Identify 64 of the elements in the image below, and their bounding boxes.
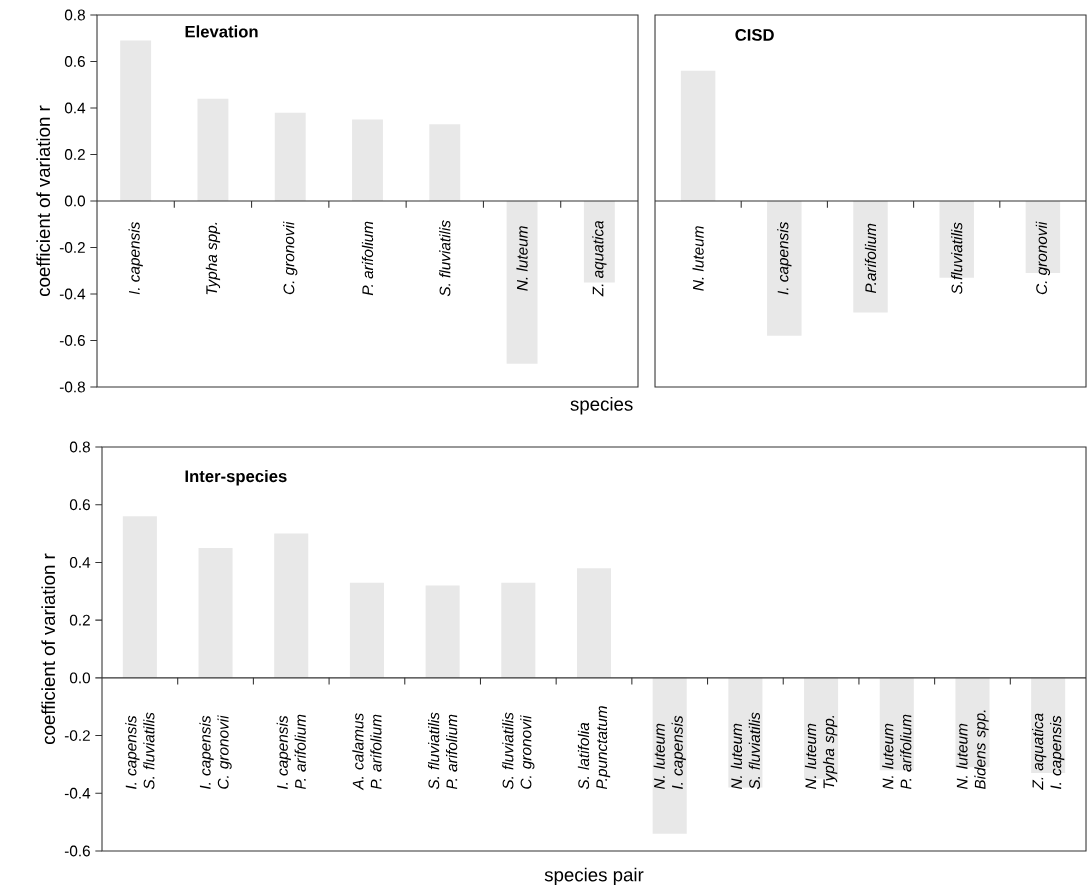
bar <box>198 548 233 678</box>
x-axis-title: species <box>570 397 633 415</box>
bar <box>274 533 309 678</box>
x-tick-label: Z. aquatica I. capensis <box>1032 713 1065 790</box>
x-tick-label: I. capensis <box>128 222 143 295</box>
x-tick-label: N. luteum <box>516 226 528 291</box>
x-tick-label: C. gronovii <box>283 221 298 295</box>
x-tick-label: C. gronovii <box>1035 221 1051 295</box>
y-tick-label: -0.4 <box>59 288 86 300</box>
x-tick-label: S. fluviatilis <box>439 220 451 297</box>
x-tick-label: N. luteum P. arifolium <box>882 714 912 790</box>
x-tick-label: Z. aquatica <box>592 220 607 297</box>
x-tick-label: N. luteum I. capensis <box>653 715 686 790</box>
y-tick-label: 0.4 <box>69 557 91 568</box>
bar <box>197 98 229 201</box>
bar <box>122 516 157 678</box>
y-tick-label: 0.8 <box>69 441 90 453</box>
text: CISD <box>735 29 774 41</box>
x-tick-label: N. luteum <box>692 226 704 291</box>
y-tick-label: 0.0 <box>69 672 91 684</box>
bar <box>349 582 384 678</box>
x-tick-label: I. capensis C. gronovii <box>199 715 232 789</box>
text: Inter-species <box>185 469 287 486</box>
x-tick-label: I. capensis S. fluviatilis <box>125 712 155 790</box>
y-tick-label: -0.2 <box>59 242 85 253</box>
bar <box>425 585 460 678</box>
bar <box>652 677 687 834</box>
bar <box>120 40 152 201</box>
y-axis-title: coefficient of variation r <box>36 105 51 297</box>
bar <box>506 201 538 364</box>
x-tick-label: A. calamus P. arifolium <box>352 713 382 791</box>
x-tick-label: Typha spp. <box>205 222 221 295</box>
x-axis-title: species pair <box>544 867 644 886</box>
bar <box>352 119 383 201</box>
y-axis-title: coefficient of variation r <box>41 553 56 745</box>
y-tick-label: 0.4 <box>64 102 86 114</box>
x-tick-label: S. fluviatilis C. gronovii <box>502 712 535 790</box>
x-tick-label: P.arifolium <box>864 223 877 294</box>
x-tick-label: S. latifolia P.punctatum <box>577 706 611 790</box>
bar <box>429 124 461 201</box>
y-tick-label: -0.2 <box>64 730 90 741</box>
x-tick-label: N. luteum Typha spp. <box>804 715 838 790</box>
y-tick-label: -0.4 <box>64 787 91 799</box>
y-tick-label: 0.6 <box>64 56 85 67</box>
x-tick-label: S.fluviatilis <box>951 222 963 295</box>
bar <box>501 582 536 678</box>
x-tick-label: S. fluviatilis P. arifolium <box>428 712 458 790</box>
y-tick-label: -0.6 <box>59 335 85 346</box>
bar <box>576 568 612 678</box>
y-tick-label: 0.6 <box>69 499 90 511</box>
y-tick-label: -0.8 <box>59 381 85 393</box>
x-tick-label: I. capensis <box>777 222 792 295</box>
bar <box>583 201 615 283</box>
x-tick-label: N. luteum S. fluviatilis <box>730 712 761 790</box>
y-tick-label: 0.0 <box>64 195 86 207</box>
y-tick-label: 0.2 <box>69 614 90 626</box>
x-tick-label: P. arifolium <box>361 221 374 296</box>
x-tick-label: I. capensis P. arifolium <box>276 714 306 790</box>
y-tick-label: 0.8 <box>64 9 85 21</box>
y-tick-label: -0.6 <box>64 845 90 857</box>
y-tick-label: 0.2 <box>64 149 85 160</box>
chart-title: Elevation <box>185 25 258 38</box>
x-tick-label: N. luteum Bidens spp. <box>956 710 989 790</box>
bar <box>274 112 306 201</box>
